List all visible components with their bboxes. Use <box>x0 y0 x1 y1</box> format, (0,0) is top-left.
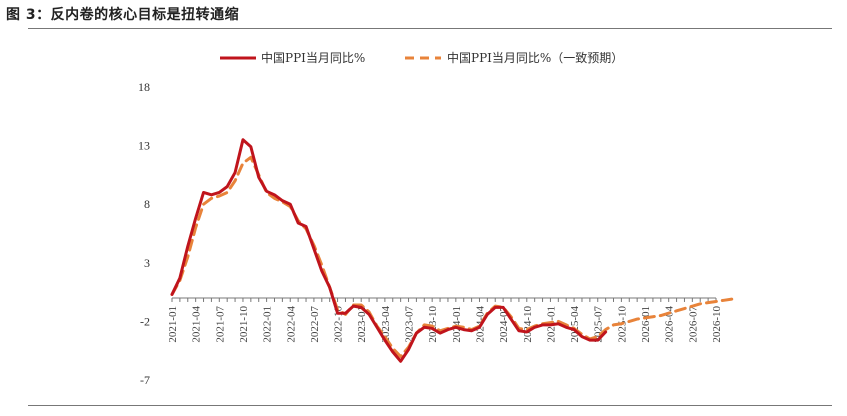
x-tick-label: 2022-10 <box>333 305 345 342</box>
x-tick-label: 2026-04 <box>664 305 676 342</box>
bottom-rule <box>28 405 832 406</box>
x-tick-label: 2026-10 <box>711 305 723 342</box>
x-tick-label: 2023-01 <box>356 306 368 343</box>
y-axis: 18 13 8 3 -2 -7 <box>138 80 150 387</box>
x-tick-label: 2023-07 <box>404 305 416 342</box>
x-tick-label: 2025-04 <box>569 305 581 342</box>
y-tick-label: 8 <box>144 197 150 211</box>
chart-legend: 中国PPI当月同比% 中国PPI当月同比%（一致预期） <box>220 50 623 65</box>
legend-label-series-2: 中国PPI当月同比%（一致预期） <box>447 50 623 65</box>
y-tick-label: 18 <box>138 80 150 94</box>
x-tick-label: 2022-04 <box>285 305 297 342</box>
x-tick-label: 2021-10 <box>238 305 250 342</box>
figure-title: 图 3：反内卷的核心目标是扭转通缩 <box>6 7 240 23</box>
y-tick-label: -2 <box>140 314 150 328</box>
x-axis: 2021-01 2021-04 2021-07 2021-10 2022-01 2022-… <box>167 297 723 343</box>
x-tick-label: 2026-07 <box>687 305 699 342</box>
y-tick-label: 3 <box>144 256 150 270</box>
x-tick-label: 2022-01 <box>262 306 274 343</box>
x-tick-label: 2024-10 <box>522 305 534 342</box>
x-tick-label: 2023-10 <box>427 305 439 342</box>
legend-label-series-1: 中国PPI当月同比% <box>261 50 365 65</box>
x-tick-label: 2021-04 <box>191 305 203 342</box>
x-tick-label: 2023-04 <box>380 305 392 342</box>
x-tick-label: 2021-01 <box>167 306 179 343</box>
x-tick-label: 2026-01 <box>640 306 652 343</box>
y-tick-label: -7 <box>140 373 150 387</box>
series-line-actual <box>170 138 608 363</box>
plot-area <box>170 138 734 363</box>
x-tick-label: 2022-07 <box>309 305 321 342</box>
x-tick-label: 2024-01 <box>451 306 463 343</box>
top-rule <box>28 28 832 29</box>
x-tick-label: 2021-07 <box>214 305 226 342</box>
y-tick-label: 13 <box>138 139 150 153</box>
